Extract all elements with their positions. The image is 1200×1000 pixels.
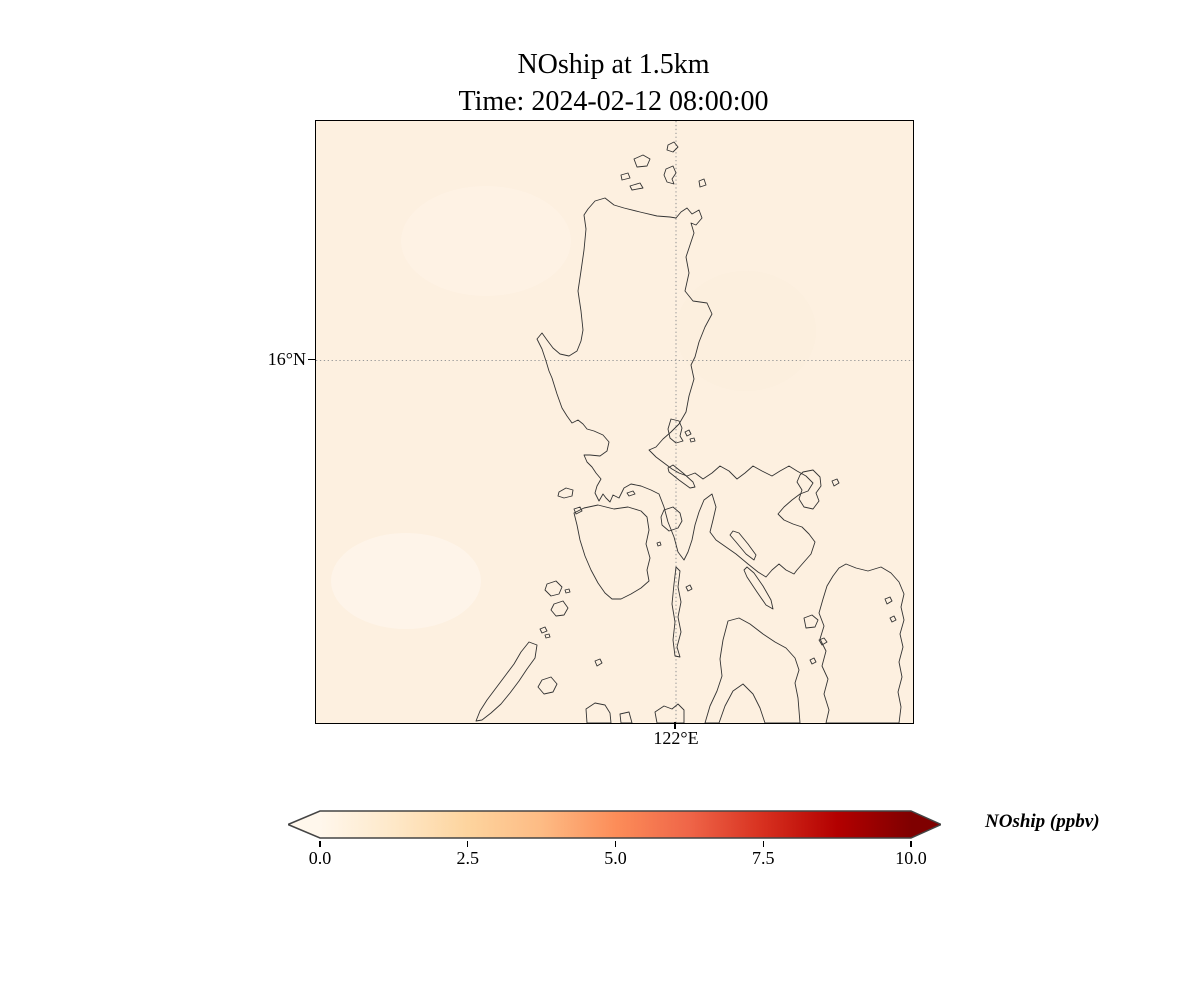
lon-tick-label: 122°E: [653, 728, 699, 748]
coastline-path: [537, 676, 558, 695]
coastline-path: [544, 633, 551, 639]
colorbar: [286, 809, 943, 843]
coastline-path: [796, 469, 822, 510]
coastline-path: [620, 172, 631, 181]
coastline-path: [685, 584, 693, 592]
coastline-path: [831, 478, 840, 487]
colorbar-tick-label: 0.0: [308, 848, 332, 868]
map-plot-area: [315, 120, 914, 724]
colorbar-tick-mark: [762, 841, 764, 847]
coastline-path: [689, 437, 696, 443]
colorbar-tick-mark: [910, 841, 912, 847]
coastline-path: [667, 464, 696, 489]
field-warm-patch: [676, 271, 816, 391]
colorbar-bar: [286, 810, 943, 839]
coastline-path: [663, 165, 677, 185]
coastline-path: [594, 658, 603, 667]
coastline-path: [743, 566, 774, 610]
lon-tick-mark: [674, 722, 676, 729]
coastline-path: [666, 141, 679, 153]
coastline-path: [818, 637, 828, 646]
coastlines-group: [475, 141, 905, 723]
coastline-path: [809, 657, 817, 665]
coastline-path: [729, 530, 757, 561]
lat-tick-label: 16°N: [267, 349, 306, 369]
coastline-path: [573, 504, 651, 600]
colorbar-tick-mark: [467, 841, 469, 847]
lat-tick-mark: [308, 358, 315, 361]
colorbar-tick-label: 7.5: [752, 848, 775, 868]
plot-title-block: NOship at 1.5km Time: 2024-02-12 08:00:0…: [315, 46, 912, 120]
coastline-path: [889, 615, 897, 623]
colorbar-label: NOship (ppbv): [985, 811, 1100, 832]
colorbar-tick-mark: [319, 841, 321, 847]
coastline-path: [573, 506, 583, 515]
colorbar-tick-label: 5.0: [604, 848, 627, 868]
coastline-path: [475, 641, 538, 722]
coastline-path: [698, 178, 707, 188]
coastline-path: [667, 418, 684, 444]
coastline-path: [671, 566, 682, 658]
coastline-path: [544, 580, 563, 597]
plot-title: NOship at 1.5km: [517, 49, 710, 80]
colorbar-svg: [286, 810, 943, 839]
coastline-path: [619, 711, 633, 723]
colorbar-tick-mark: [614, 841, 617, 847]
coastline-path: [629, 182, 644, 191]
colorbar-tick-label: 10.0: [895, 848, 927, 868]
field-background: [316, 121, 913, 723]
coastline-path: [884, 596, 893, 605]
coastline-path: [557, 487, 574, 499]
coastline-path: [684, 429, 692, 437]
coastline-path: [626, 490, 636, 497]
coastline-path: [660, 506, 683, 532]
field-light-patch: [401, 186, 571, 296]
coastline-path: [564, 588, 571, 594]
coastline-path: [585, 702, 612, 723]
plot-subtitle-time: Time: 2024-02-12 08:00:00: [458, 86, 769, 117]
coastline-path: [633, 154, 651, 168]
coastline-path: [654, 703, 685, 723]
coastline-path: [803, 614, 819, 629]
coastline-path: [550, 600, 569, 617]
field-light-patch: [331, 533, 481, 629]
coastline-path: [704, 617, 801, 723]
coastline-path: [536, 197, 816, 578]
map-coastline-layer: [316, 121, 913, 723]
colorbar-tick-label: 2.5: [456, 848, 480, 868]
coastline-path: [539, 626, 548, 634]
coastline-path: [818, 563, 905, 723]
coastline-path: [656, 541, 662, 547]
